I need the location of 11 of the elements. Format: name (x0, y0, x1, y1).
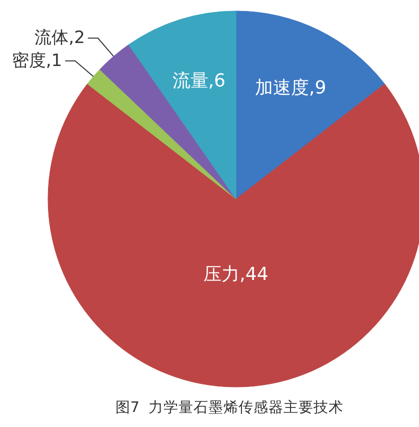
slice-label: 流体 (34, 28, 69, 48)
data-label: ,44 (240, 264, 268, 285)
slice-label: 压力 (204, 264, 240, 285)
data-label: ,1 (46, 50, 62, 71)
slice-label: 流量 (172, 70, 208, 92)
data-label: ,6 (208, 70, 226, 92)
slice-label: 加速度 (255, 77, 310, 98)
data-label: ,2 (68, 28, 85, 48)
caption: 图7 力学量石墨烯传感器主要技术 (115, 400, 344, 416)
slice-label: 密度 (12, 50, 46, 71)
data-label: ,9 (309, 77, 326, 98)
